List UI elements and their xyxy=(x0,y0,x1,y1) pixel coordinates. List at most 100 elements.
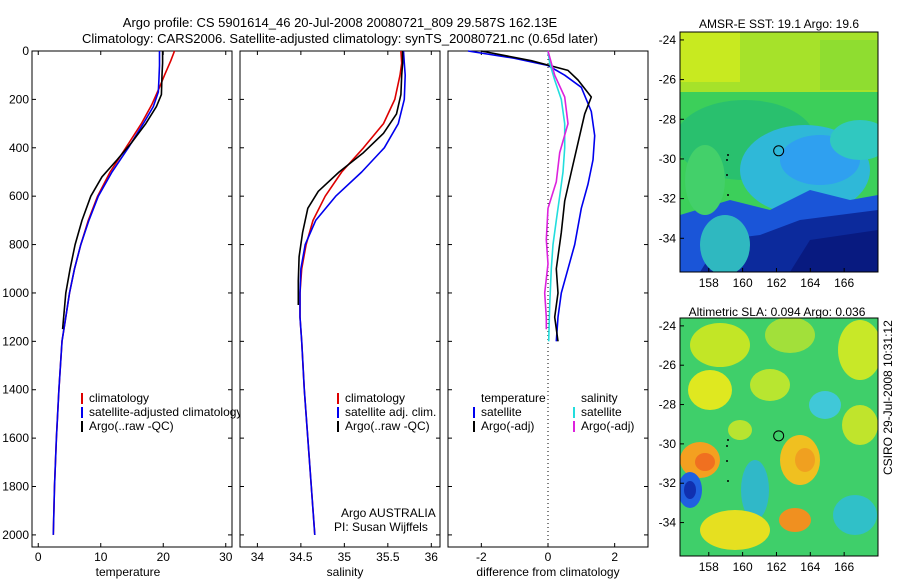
difference-legend: temperature satellite Argo(-adj) salinit… xyxy=(473,391,634,433)
sla-argo-position-marker xyxy=(773,430,785,442)
sla-map-field xyxy=(680,318,878,556)
legend-label-sal-satellite: satellite xyxy=(581,405,622,419)
map-x-tick-label: 162 xyxy=(766,560,786,574)
x-tick-label: 20 xyxy=(157,550,171,564)
sst-map-ticks: 158 160 162 164 166 -24 -26 -28 -30 -32 -34 xyxy=(659,33,855,290)
temperature-lines xyxy=(52,50,176,535)
map-y-tick-label: -24 xyxy=(659,319,677,333)
salinity-ticks: 34 34.5 35 35.5 36 xyxy=(240,50,440,564)
series-line-argo-raw-qc- xyxy=(297,51,404,305)
sla-map-title: Altimetric SLA: 0.094 Argo: 0.036 xyxy=(689,305,866,319)
map-x-tick-label: 160 xyxy=(733,276,753,290)
y-tick-label: 1800 xyxy=(2,480,29,494)
sst-argo-position-marker xyxy=(773,145,785,157)
x-tick-label: 36 xyxy=(425,550,439,564)
y-tick-label: 800 xyxy=(9,238,29,252)
legend-title-salinity: salinity xyxy=(581,391,618,405)
sla-float-track xyxy=(726,439,729,482)
map-y-tick-label: -26 xyxy=(659,358,677,372)
difference-panel: -2 0 2 difference from climatology tempera… xyxy=(447,50,649,579)
sst-map-frame xyxy=(679,31,879,273)
sla-map-frame xyxy=(679,317,879,557)
map-y-tick-label: -34 xyxy=(659,231,677,245)
map-x-tick-label: 158 xyxy=(699,276,719,290)
map-x-tick-label: 158 xyxy=(699,560,719,574)
y-tick-label: 1400 xyxy=(2,383,29,397)
series-line-argo-raw-qc- xyxy=(61,51,164,330)
series-line-argo-adj- xyxy=(543,50,569,330)
difference-xlabel: difference from climatology xyxy=(476,565,619,579)
legend-label-temp-satellite: satellite xyxy=(481,405,522,419)
map-x-tick-label: 164 xyxy=(800,560,820,574)
x-tick-label: 2 xyxy=(611,550,618,564)
legend-label-climatology: climatology xyxy=(89,391,149,405)
map-y-tick-label: -34 xyxy=(659,516,677,530)
series-line-argo-adj- xyxy=(481,50,593,342)
map-x-tick-label: 164 xyxy=(800,276,820,290)
x-tick-label: 35 xyxy=(338,550,352,564)
float-program-label: Argo AUSTRALIA xyxy=(341,506,436,520)
y-tick-label: 200 xyxy=(9,92,29,106)
y-tick-label: 1600 xyxy=(2,431,29,445)
y-tick-label: 600 xyxy=(9,189,29,203)
temperature-axes-box xyxy=(31,50,233,548)
difference-lines xyxy=(467,50,596,342)
salinity-panel: 34 34.5 35 35.5 36 salinity climatology sate… xyxy=(239,50,441,579)
legend-label-climatology: climatology xyxy=(345,391,405,405)
legend-label-temp-argo: Argo(-adj) xyxy=(481,419,534,433)
map-y-tick-label: -28 xyxy=(659,398,677,412)
legend-label-argo: Argo(..raw -QC) xyxy=(345,419,430,433)
x-tick-label: -2 xyxy=(476,550,487,564)
map-x-tick-label: 162 xyxy=(766,276,786,290)
series-line-satellite xyxy=(547,50,566,342)
header-line-2: Climatology: CARS2006. Satellite-adjuste… xyxy=(82,31,598,46)
x-tick-label: 0 xyxy=(35,550,42,564)
sst-float-track xyxy=(726,154,729,196)
y-tick-label: 1200 xyxy=(2,334,29,348)
salinity-legend: climatology satellite adj. clim. Argo(..… xyxy=(337,391,436,433)
legend-label-satellite-adj: satellite adj. clim. xyxy=(345,405,436,419)
sla-map-panel: Altimetric SLA: 0.094 Argo: 0.036 158 160… xyxy=(659,305,879,574)
principal-investigator-label: PI: Susan Wijffels xyxy=(334,520,428,534)
map-y-tick-label: -32 xyxy=(659,476,677,490)
sst-map-title: AMSR-E SST: 19.1 Argo: 19.6 xyxy=(699,17,859,31)
sst-map-panel: AMSR-E SST: 19.1 Argo: 19.6 158 160 162 164… xyxy=(659,17,879,290)
salinity-xlabel: salinity xyxy=(327,565,364,579)
sst-map-field xyxy=(680,32,878,272)
map-x-tick-label: 160 xyxy=(733,560,753,574)
map-y-tick-label: -30 xyxy=(659,152,677,166)
legend-label-argo: Argo(..raw -QC) xyxy=(89,419,174,433)
side-credit-label: CSIRO 29-Jul-2008 10:31:12 xyxy=(881,320,895,475)
legend-title-temperature: temperature xyxy=(481,391,546,405)
x-tick-label: 10 xyxy=(94,550,108,564)
map-y-tick-label: -28 xyxy=(659,112,677,126)
series-line-satellite-adj-clim- xyxy=(299,50,407,535)
temperature-panel: 0 10 20 30 0 200 400 600 800 1000 1200 1400 1600 1800… xyxy=(2,44,242,579)
x-tick-label: 34.5 xyxy=(289,550,313,564)
map-y-tick-label: -32 xyxy=(659,192,677,206)
y-tick-label: 2000 xyxy=(2,528,29,542)
series-line-satellite-adjusted-climatology xyxy=(52,51,161,535)
temperature-legend: climatology satellite-adjusted climatolo… xyxy=(81,391,242,433)
x-tick-label: 0 xyxy=(545,550,552,564)
x-tick-label: 35.5 xyxy=(376,550,400,564)
map-y-tick-label: -26 xyxy=(659,73,677,87)
map-y-tick-label: -30 xyxy=(659,437,677,451)
y-tick-label: 0 xyxy=(22,44,29,58)
x-tick-label: 30 xyxy=(219,550,233,564)
map-x-tick-label: 166 xyxy=(834,276,854,290)
map-y-tick-label: -24 xyxy=(659,33,677,47)
y-tick-label: 1000 xyxy=(2,286,29,300)
x-tick-label: 34 xyxy=(251,550,265,564)
header-line-1: Argo profile: CS 5901614_46 20-Jul-2008 … xyxy=(123,15,558,30)
legend-label-sal-argo: Argo(-adj) xyxy=(581,419,634,433)
map-x-tick-label: 166 xyxy=(834,560,854,574)
temperature-xlabel: temperature xyxy=(96,565,161,579)
y-tick-label: 400 xyxy=(9,141,29,155)
sla-map-ticks: 158 160 162 164 166 -24 -26 -28 -30 -32 -34 xyxy=(659,319,855,574)
salinity-lines xyxy=(297,50,407,535)
temperature-ticks: 0 10 20 30 0 200 400 600 800 1000 1200 1400 1600 1800… xyxy=(2,44,232,564)
legend-label-satellite-adjusted: satellite-adjusted climatology xyxy=(89,405,242,419)
salinity-axes-box xyxy=(239,50,441,548)
